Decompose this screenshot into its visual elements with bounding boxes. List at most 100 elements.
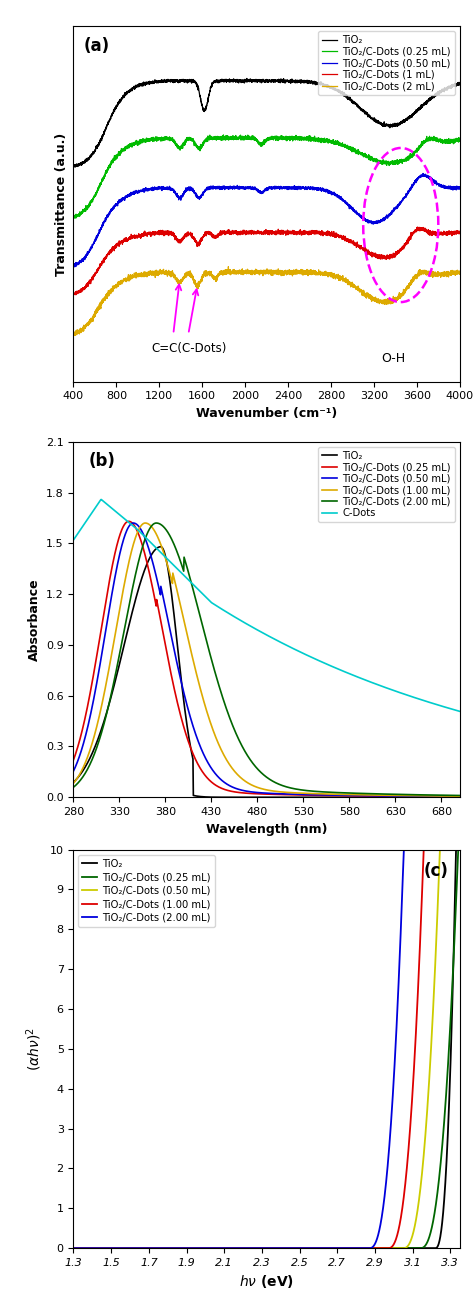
TiO₂/C-Dots (1.00 mL) [110,639,116,655]
TiO₂ [115,1240,120,1256]
Line: TiO₂/C-Dots (0.50 mL): TiO₂/C-Dots (0.50 mL) [73,850,460,1248]
TiO₂/C-Dots (2 mL) [179,273,184,289]
TiO₂ [336,789,342,805]
TiO₂/C-Dots (0.50 mL) [449,842,455,857]
TiO₂/C-Dots (1 mL) [311,226,317,242]
TiO₂ [158,538,164,554]
TiO₂ [219,1240,225,1256]
TiO₂/C-Dots (0.25 mL) [456,842,461,857]
TiO₂/C-Dots (1.00 mL) [236,1240,241,1256]
C-Dots [379,678,385,694]
Y-axis label: $(\alpha h\nu)^2$: $(\alpha h\nu)^2$ [25,1027,44,1070]
TiO₂ [71,1240,76,1256]
TiO₂/C-Dots (0.25 mL) [236,1240,241,1256]
TiO₂/C-Dots (2 mL) [457,267,463,282]
TiO₂/C-Dots (0.25 mL) [408,1240,413,1256]
C-Dots [241,614,247,630]
TiO₂/C-Dots (2.00 mL) [401,842,407,857]
TiO₂ [304,72,310,88]
C-Dots [227,606,233,622]
TiO₂/C-Dots (0.25 mL) [336,788,342,804]
TiO₂ [457,76,463,91]
TiO₂/C-Dots (1.00 mL) [71,775,76,791]
TiO₂/C-Dots (1 mL) [415,220,420,235]
TiO₂/C-Dots (2.00 mL) [457,842,463,857]
TiO₂/C-Dots (0.50 mL) [137,1240,143,1256]
TiO₂/C-Dots (0.50 mL) [311,182,317,197]
TiO₂/C-Dots (0.25 mL) [220,127,226,142]
TiO₂ [420,97,426,112]
TiO₂/C-Dots (0.50 mL) [154,182,159,197]
TiO₂/C-Dots (2.00 mL) [110,678,116,694]
TiO₂ [72,159,78,175]
TiO₂/C-Dots (0.25 mL) [372,788,378,804]
TiO₂/C-Dots (0.50 mL) [304,179,310,195]
TiO₂/C-Dots (0.50 mL) [219,1240,225,1256]
TiO₂/C-Dots (1 mL) [71,286,76,302]
TiO₂/C-Dots (2.00 mL) [457,788,463,804]
TiO₂/C-Dots (1.00 mL) [408,1114,413,1129]
Line: TiO₂/C-Dots (0.50 mL): TiO₂/C-Dots (0.50 mL) [73,174,460,267]
Line: TiO₂/C-Dots (1.00 mL): TiO₂/C-Dots (1.00 mL) [73,523,460,796]
TiO₂/C-Dots (0.50 mL) [71,763,76,779]
TiO₂/C-Dots (0.50 mL) [408,1234,413,1249]
Y-axis label: Transmittance (a.u.): Transmittance (a.u.) [55,132,68,276]
TiO₂/C-Dots (2.00 mL) [219,1240,225,1256]
Line: TiO₂/C-Dots (1.00 mL): TiO₂/C-Dots (1.00 mL) [73,850,460,1248]
TiO₂/C-Dots (0.50 mL) [336,787,342,802]
Text: (b): (b) [89,452,116,471]
TiO₂ [71,775,76,791]
TiO₂/C-Dots (0.25 mL) [227,783,233,799]
Text: O-H: O-H [381,352,405,365]
TiO₂/C-Dots (0.25 mL) [241,786,247,801]
Legend: TiO₂, TiO₂/C-Dots (0.25 mL), TiO₂/C-Dots (0.50 mL), TiO₂/C-Dots (1.00 mL), TiO₂/: TiO₂, TiO₂/C-Dots (0.25 mL), TiO₂/C-Dots… [318,447,455,523]
TiO₂/C-Dots (1 mL) [179,234,184,250]
TiO₂/C-Dots (1.00 mL) [379,787,385,802]
TiO₂/C-Dots (0.25 mL) [179,140,184,156]
Line: TiO₂/C-Dots (2.00 mL): TiO₂/C-Dots (2.00 mL) [73,523,460,796]
C-Dots [336,661,342,677]
TiO₂/C-Dots (0.25 mL) [110,555,116,571]
TiO₂/C-Dots (2.00 mL) [137,1240,143,1256]
Line: TiO₂/C-Dots (0.50 mL): TiO₂/C-Dots (0.50 mL) [73,523,460,796]
C-Dots [98,491,104,507]
TiO₂/C-Dots (1.00 mL) [457,788,463,804]
TiO₂ [449,1000,455,1016]
TiO₂/C-Dots (0.25 mL) [115,1240,120,1256]
TiO₂/C-Dots (2.00 mL) [241,742,247,758]
Line: TiO₂: TiO₂ [73,546,460,797]
TiO₂/C-Dots (1 mL) [420,222,426,238]
TiO₂/C-Dots (0.50 mL) [227,778,233,793]
Text: C=C(C-Dots): C=C(C-Dots) [152,342,227,354]
TiO₂/C-Dots (0.50 mL) [457,179,463,195]
TiO₂/C-Dots (0.25 mL) [457,789,463,805]
TiO₂/C-Dots (1.00 mL) [336,787,342,802]
TiO₂/C-Dots (0.50 mL) [372,788,378,804]
TiO₂/C-Dots (0.25 mL) [137,1240,143,1256]
TiO₂ [379,789,385,805]
Line: TiO₂/C-Dots (1 mL): TiO₂/C-Dots (1 mL) [73,227,460,295]
Legend: TiO₂, TiO₂/C-Dots (0.25 mL), TiO₂/C-Dots (0.50 mL), TiO₂/C-Dots (1.00 mL), TiO₂/: TiO₂, TiO₂/C-Dots (0.25 mL), TiO₂/C-Dots… [79,855,215,927]
TiO₂/C-Dots (0.50 mL) [420,166,426,182]
TiO₂ [110,682,116,698]
TiO₂/C-Dots (2.00 mL) [372,786,378,801]
TiO₂/C-Dots (1.00 mL) [137,1240,143,1256]
X-axis label: Wavelength (nm): Wavelength (nm) [206,822,328,835]
TiO₂/C-Dots (0.25 mL) [379,788,385,804]
TiO₂/C-Dots (0.25 mL) [71,752,76,767]
TiO₂/C-Dots (2 mL) [71,327,76,342]
Text: (a): (a) [83,37,109,55]
TiO₂/C-Dots (0.50 mL) [437,842,443,857]
TiO₂ [457,789,463,805]
TiO₂/C-Dots (0.25 mL) [457,133,463,149]
X-axis label: Wavenumber (cm⁻¹): Wavenumber (cm⁻¹) [196,406,337,420]
C-Dots [457,703,463,719]
TiO₂ [453,842,459,857]
TiO₂/C-Dots (2 mL) [304,263,310,278]
TiO₂/C-Dots (0.25 mL) [457,131,463,146]
Line: C-Dots: C-Dots [73,499,460,711]
TiO₂/C-Dots (1 mL) [154,226,159,242]
TiO₂/C-Dots (2 mL) [71,328,76,344]
TiO₂/C-Dots (2 mL) [226,259,231,274]
TiO₂/C-Dots (0.25 mL) [71,1240,76,1256]
